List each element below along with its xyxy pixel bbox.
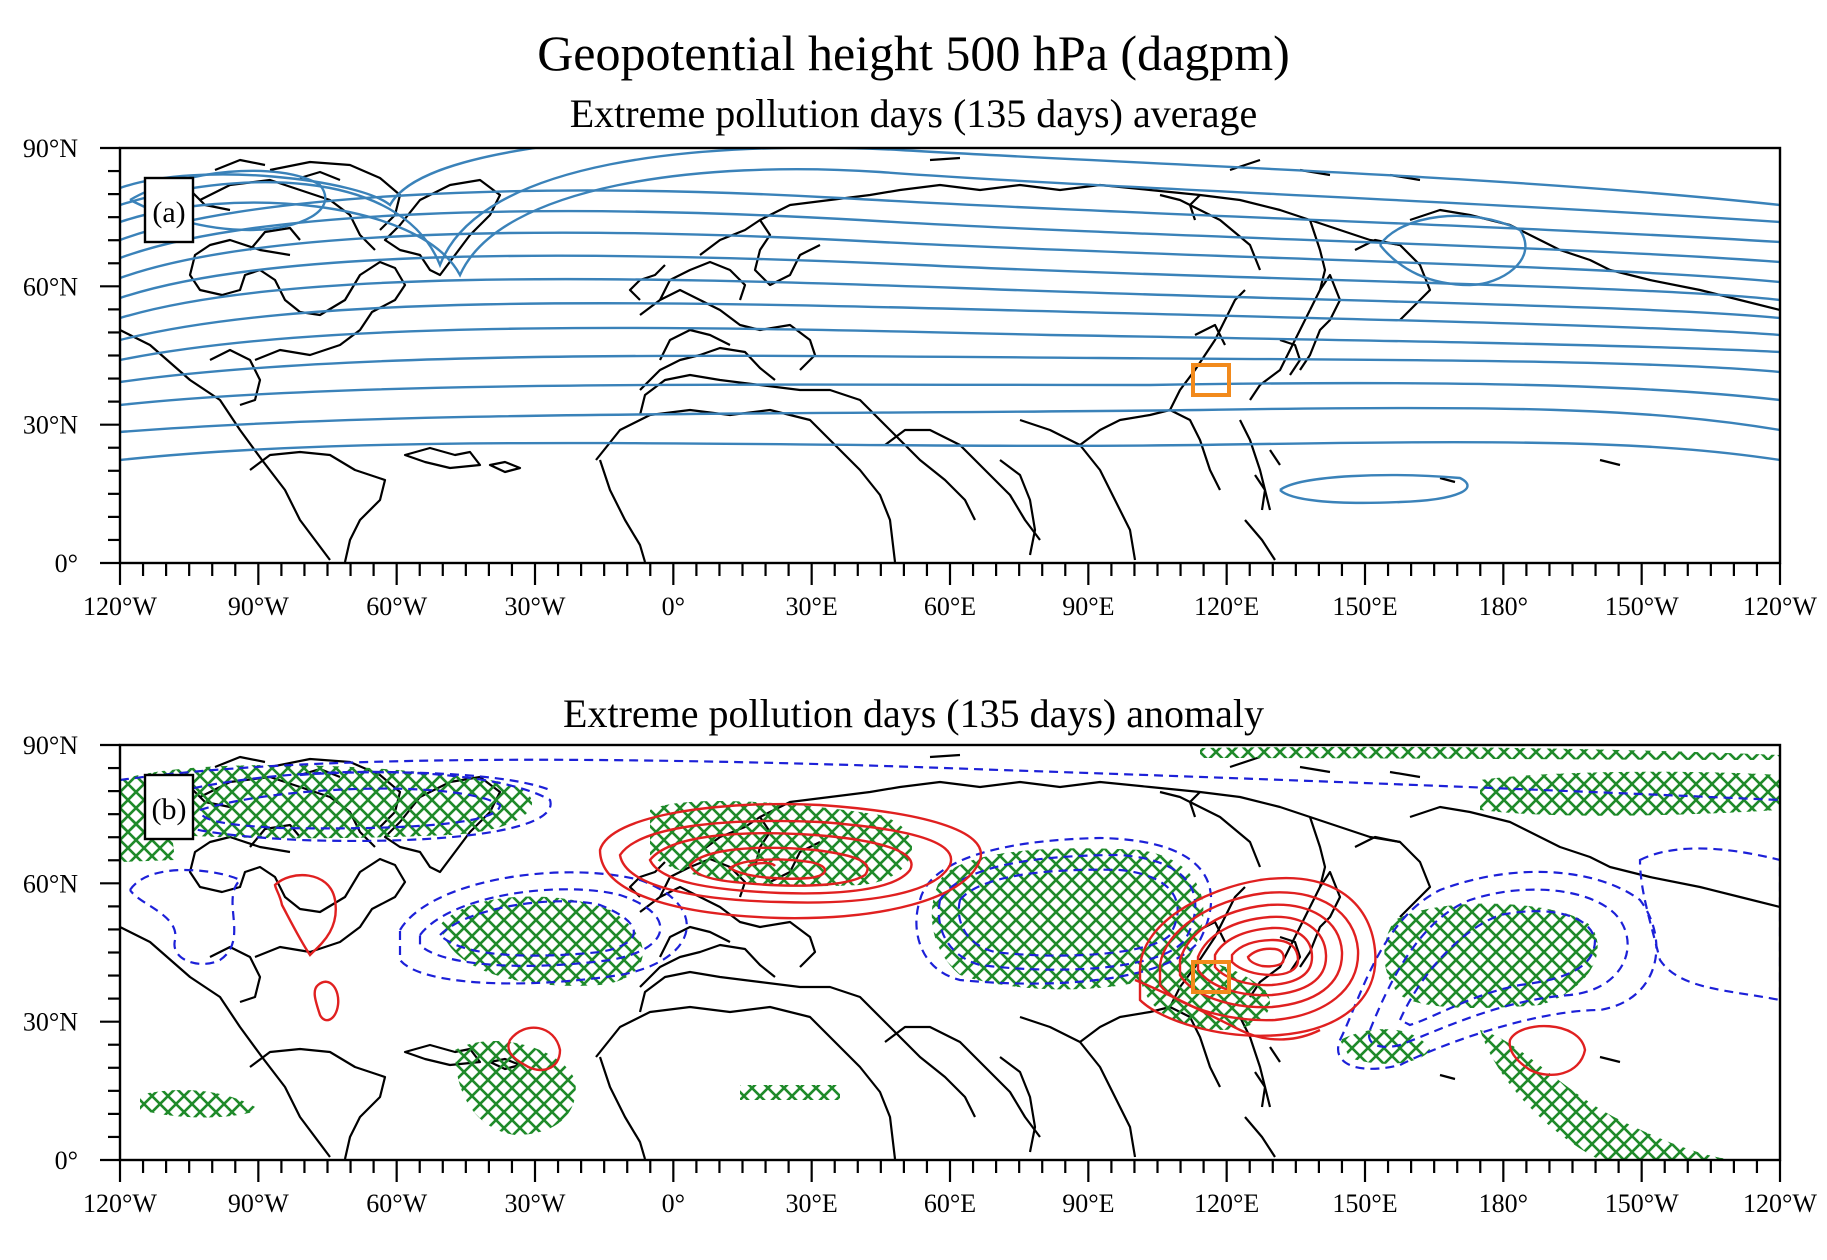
panel-b-x-axis-labels: 120°W 90°W 60°W 30°W 0° 30°E 60°E 90°E 120°E 150°… — [83, 1189, 1817, 1218]
y-tick-label: 30°N — [23, 411, 78, 440]
x-tick-label: 120°E — [1194, 1189, 1259, 1218]
x-tick-label: 0° — [662, 592, 685, 621]
panel-b-map — [120, 746, 1780, 1160]
x-tick-label: 180° — [1479, 592, 1528, 621]
negative-anomaly-contours — [120, 758, 1780, 1070]
x-tick-label: 60°W — [366, 1189, 427, 1218]
study-region-box — [1191, 960, 1231, 994]
y-tick-label: 60°N — [23, 869, 78, 898]
x-tick-label: 60°E — [924, 592, 976, 621]
panel-b-label: (b) — [152, 793, 187, 826]
y-tick-label: 90°N — [23, 731, 78, 760]
significance-hatching — [120, 746, 1780, 1160]
panel-a-label: (a) — [152, 196, 185, 229]
panel-a-label-box: (a) — [143, 176, 195, 244]
x-tick-label: 120°W — [83, 592, 157, 621]
x-tick-label: 0° — [662, 1189, 685, 1218]
x-tick-label: 30°W — [505, 592, 566, 621]
panel-b-ticks — [100, 743, 1782, 1182]
y-tick-label: 30°N — [23, 1008, 78, 1037]
x-tick-label: 150°W — [1605, 592, 1679, 621]
x-tick-label: 60°E — [924, 1189, 976, 1218]
y-tick-label: 60°N — [23, 272, 78, 301]
panel-a-ticks — [100, 146, 1782, 585]
coastlines — [120, 156, 1780, 563]
study-region-box — [1191, 363, 1231, 397]
y-tick-label: 0° — [55, 549, 78, 578]
x-tick-label: 120°W — [83, 1189, 157, 1218]
panel-a-map — [120, 148, 1780, 563]
x-tick-label: 30°E — [786, 592, 838, 621]
panel-a: 120°W 90°W 60°W 30°W 0° 30°E 60°E 90°E 120°E 150°… — [23, 134, 1818, 621]
x-tick-label: 150°E — [1332, 1189, 1397, 1218]
panel-a-title: Extreme pollution days (135 days) averag… — [569, 91, 1258, 136]
x-tick-label: 120°E — [1194, 592, 1259, 621]
panel-b-title: Extreme pollution days (135 days) anomal… — [563, 691, 1264, 736]
x-tick-label: 120°W — [1743, 1189, 1817, 1218]
x-tick-label: 150°W — [1605, 1189, 1679, 1218]
panel-a-x-axis-labels: 120°W 90°W 60°W 30°W 0° 30°E 60°E 90°E 120°E 150°… — [83, 592, 1817, 621]
panel-b: 120°W 90°W 60°W 30°W 0° 30°E 60°E 90°E 120°E 150°… — [23, 731, 1818, 1218]
average-contours — [120, 148, 1780, 505]
x-tick-label: 90°W — [228, 592, 289, 621]
panel-a-y-axis-labels: 0° 30°N 60°N 90°N — [23, 134, 78, 578]
figure-title: Geopotential height 500 hPa (dagpm) — [537, 25, 1290, 81]
x-tick-label: 120°W — [1743, 592, 1817, 621]
panel-b-label-box: (b) — [143, 773, 195, 841]
x-tick-label: 90°E — [1062, 1189, 1114, 1218]
panel-b-y-axis-labels: 0° 30°N 60°N 90°N — [23, 731, 78, 1175]
x-tick-label: 30°E — [786, 1189, 838, 1218]
y-tick-label: 0° — [55, 1146, 78, 1175]
x-tick-label: 90°E — [1062, 592, 1114, 621]
x-tick-label: 60°W — [366, 592, 427, 621]
y-tick-label: 90°N — [23, 134, 78, 163]
x-tick-label: 90°W — [228, 1189, 289, 1218]
panel-a-frame — [118, 146, 1782, 565]
x-tick-label: 30°W — [505, 1189, 566, 1218]
x-tick-label: 180° — [1479, 1189, 1528, 1218]
x-tick-label: 150°E — [1332, 592, 1397, 621]
positive-anomaly-contours — [273, 802, 1587, 1077]
